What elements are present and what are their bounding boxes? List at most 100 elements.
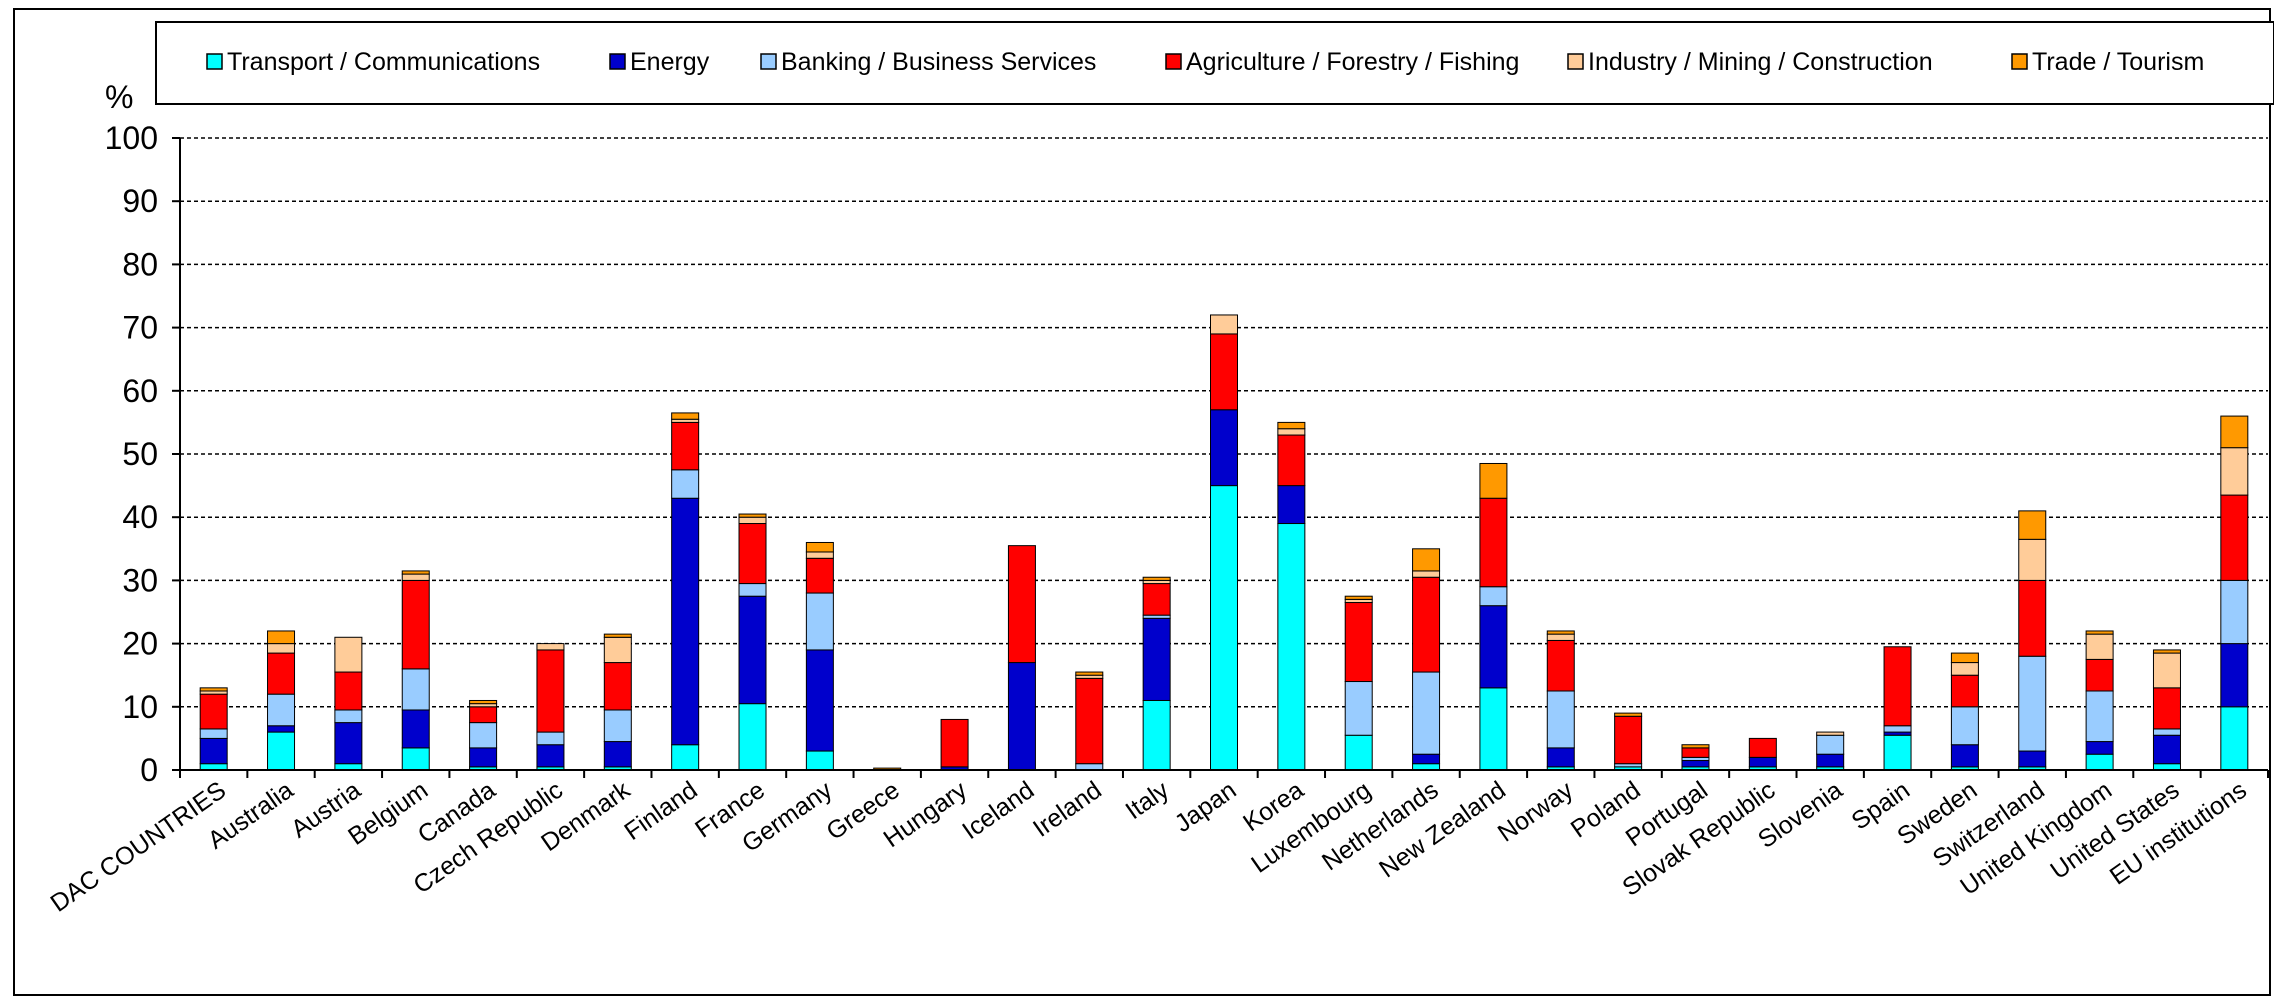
bar-segment [1479,605,1508,689]
legend-entry: Industry / Mining / Construction [1588,48,1933,76]
legend-swatch [760,53,777,70]
bar-segment [1479,687,1508,771]
bar-segment [1748,737,1777,758]
bar-segment [1950,674,1979,708]
bar-segment [2220,579,2249,645]
bar-segment [2085,690,2114,743]
bar-segment [2085,753,2114,771]
bar-segment [2018,750,2047,768]
bar-segment [401,668,430,711]
bar-segment [671,497,700,746]
legend-entry: Agriculture / Forestry / Fishing [1186,48,1519,76]
bar-segment [1883,725,1912,733]
y-axis-label: % [105,79,133,115]
bar-segment [738,583,767,597]
bar-segment [1344,602,1373,683]
bar-segment [1479,497,1508,588]
y-tick-label: 0 [140,752,158,788]
y-tick-label: 30 [122,562,158,598]
bar-segment [1210,333,1238,411]
bar-segment [1412,548,1441,572]
bar-segment [199,693,228,730]
bar-segment [2085,658,2114,692]
bar-segment [2018,655,2047,752]
bar-segment [738,516,767,525]
bar-segment [1277,428,1306,436]
bar-segment [469,722,498,749]
bar-segment [1412,570,1441,578]
bar-segment [1816,734,1845,755]
bar-segment [738,523,767,585]
bar-segment [536,731,565,746]
bar-segment [671,744,700,771]
chart-frame [13,8,2271,996]
bar-segment [1277,523,1306,771]
legend: Transport / Communications Energy Banking … [155,21,2274,105]
bar-segment [2018,579,2047,657]
y-tick-label: 20 [122,626,158,662]
bar-segment [738,703,767,771]
y-tick-label: 50 [122,436,158,472]
bar-segment [738,513,767,518]
bar-segment [603,636,632,664]
bar-segment [603,741,632,768]
bar-segment [469,699,498,705]
legend-entry: Banking / Business Services [781,48,1096,76]
x-tick-label: Japan [1170,776,1242,838]
bar-segment [1614,715,1643,765]
bar-segment [805,750,834,771]
bar-segment [199,687,228,692]
bar-segment [401,579,430,670]
bar-segment [2152,652,2181,689]
bar-segment [401,747,430,771]
legend-swatch [1165,53,1182,70]
bar-segment [1950,706,1979,746]
bar-segment [536,649,565,733]
bar-segment [1479,462,1508,499]
bar-segment [805,541,834,553]
bar-segment [1748,756,1777,768]
y-tick-label: 90 [122,183,158,219]
x-tick-label: Italy [1120,776,1174,826]
bar-segment [1546,639,1575,692]
bar-segment [334,709,363,724]
bar-segment [536,643,565,651]
y-tick-label: 10 [122,689,158,725]
bar-segment [1344,681,1373,736]
bar-segment [805,557,834,594]
legend-entry: Trade / Tourism [2032,48,2204,76]
bar-segment [1816,731,1845,736]
bar-segment [1883,646,1912,727]
bar-segment [2152,728,2181,736]
bar-segment [1277,485,1306,525]
bar-segment [469,747,498,768]
bar-segment [2152,734,2181,765]
bar-segment [2018,538,2047,581]
bar-segment [2220,643,2249,708]
bar-segment [1007,545,1036,664]
bar-segment [1142,699,1171,771]
y-tick-label: 60 [122,373,158,409]
bar-segment [2085,741,2114,755]
bar-segment [1344,595,1373,600]
bar-segment [2220,706,2249,771]
bar-segment [1075,677,1104,765]
bar-segment [1614,712,1643,717]
bar-segment [1681,760,1710,768]
y-tick-labels: 0 10 20 30 40 50 60 70 80 90 100 [105,120,158,788]
bar-segment [1277,434,1306,487]
bar-segment [671,469,700,499]
bar-segment [2152,649,2181,654]
bar-segment [2152,687,2181,730]
bar-segment [603,633,632,638]
bar-segment [267,731,296,771]
bar-segment [469,706,498,724]
bar-segment [199,737,228,765]
x-tick-label: Finland [619,776,702,846]
bar-segment [1546,690,1575,749]
bar-segment [671,421,700,471]
bar-segment [1681,747,1710,758]
x-tick-labels: DAC COUNTRIESAustraliaAustriaBelgiumCana… [46,776,2252,918]
bar-segment [1142,583,1171,616]
bar-segment [334,636,363,673]
